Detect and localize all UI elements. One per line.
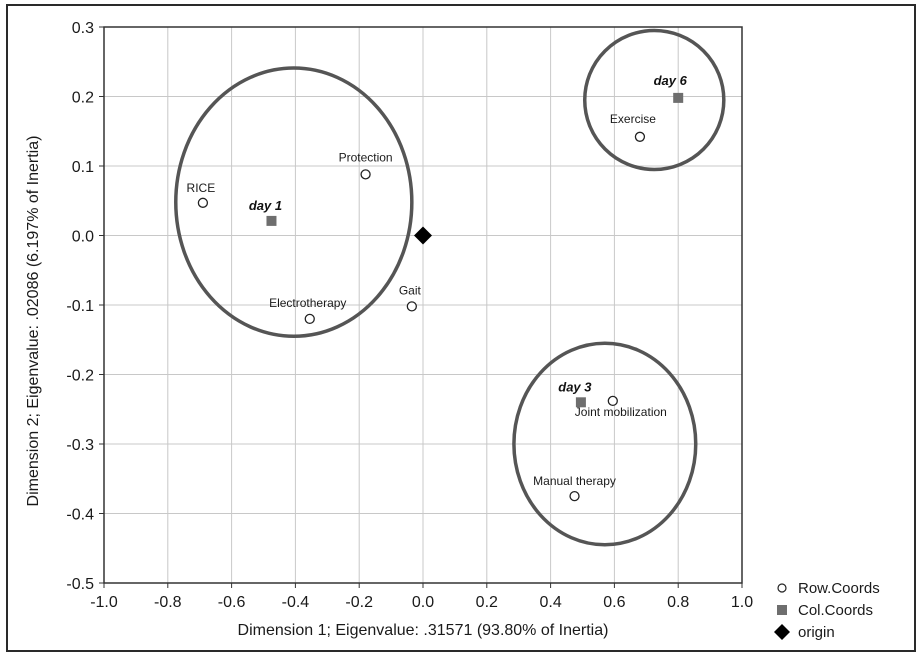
x-tick-label: -0.2 [345, 594, 373, 611]
y-tick-label: -0.1 [66, 298, 94, 315]
y-axis-title: Dimension 2; Eigenvalue: .02086 (6.197% … [25, 136, 42, 507]
row-coord-point [569, 490, 580, 502]
x-tick-label: 0.8 [667, 594, 689, 611]
col-coord-label: day 1 [249, 198, 282, 213]
legend: Row.Coords Col.Coords origin [774, 580, 880, 641]
row-coord-point [607, 395, 618, 407]
data-points: RICE Protection Electrotherapy Gait Exercise… [187, 73, 688, 502]
legend-label: Col.Coords [798, 602, 873, 619]
origin-point [414, 226, 432, 245]
y-tick-label: 0.0 [72, 229, 94, 246]
x-tick-label: 0.6 [603, 594, 625, 611]
row-coord-point [634, 131, 646, 142]
row-coord-label: Joint mobilization [575, 405, 667, 419]
legend-label: origin [798, 624, 835, 641]
row-coord-label: Gait [399, 283, 422, 297]
y-tick-label: -0.4 [66, 507, 94, 524]
legend-marker-col-coords [777, 605, 787, 615]
row-coord-point [406, 301, 417, 312]
col-coord-point [575, 397, 586, 408]
x-tick-label: 0.2 [476, 594, 498, 611]
plot-area-border [103, 26, 743, 584]
x-tick-label: 0.0 [412, 594, 434, 611]
row-coord-point [304, 313, 315, 325]
col-coord-label: day 3 [558, 379, 592, 394]
col-coord-point [266, 215, 277, 226]
row-coord-label: Electrotherapy [269, 296, 346, 310]
y-tick-label: 0.2 [72, 90, 94, 107]
group-ellipse [174, 66, 414, 339]
x-tick-label: 0.4 [539, 594, 561, 611]
x-axis-title: Dimension 1; Eigenvalue: .31571 (93.80% … [238, 622, 609, 639]
y-tick-label: -0.2 [66, 368, 94, 385]
group-ellipses [174, 28, 726, 547]
row-coord-label: Exercise [610, 112, 656, 126]
legend-label: Row.Coords [798, 580, 880, 597]
y-tick-label: 0.3 [72, 20, 94, 37]
x-tick-label: 1.0 [731, 594, 753, 611]
legend-marker-row-coords [777, 583, 787, 593]
x-tick-label: -1.0 [90, 594, 118, 611]
y-tick-label: -0.3 [66, 437, 94, 454]
x-tick-label: -0.8 [154, 594, 182, 611]
row-coord-label: Protection [339, 150, 393, 164]
chart-svg: -1.0 -0.8 -0.6 -0.4 -0.2 0.0 0.2 0.4 0.6 0.8 1.0 -0… [25, 20, 880, 641]
row-coord-label: Manual therapy [533, 474, 616, 488]
tick-labels: -1.0 -0.8 -0.6 -0.4 -0.2 0.0 0.2 0.4 0.6 0.8 1.0 -0… [66, 20, 753, 611]
row-coord-point [360, 169, 371, 180]
y-tick-label: -0.5 [66, 576, 94, 593]
col-coord-point [673, 92, 684, 103]
group-ellipse [512, 341, 698, 547]
x-tick-label: -0.6 [218, 594, 246, 611]
x-tick-label: -0.4 [282, 594, 310, 611]
row-coord-point [197, 197, 209, 208]
legend-marker-origin [774, 624, 790, 640]
col-coord-label: day 6 [654, 73, 688, 88]
group-ellipse [582, 28, 726, 172]
row-coord-label: RICE [187, 181, 216, 195]
chart-frame: -1.0 -0.8 -0.6 -0.4 -0.2 0.0 0.2 0.4 0.6 0.8 1.0 -0… [6, 4, 916, 652]
y-tick-label: 0.1 [72, 159, 94, 176]
